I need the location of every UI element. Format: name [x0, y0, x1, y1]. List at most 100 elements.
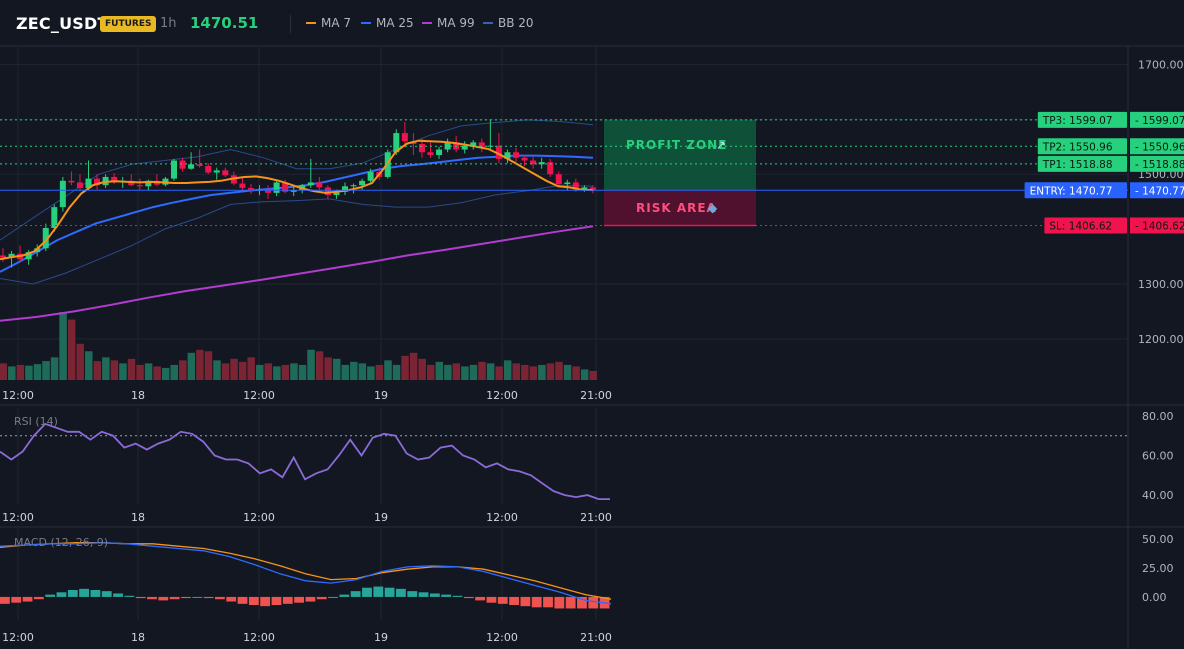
- candle-body: [247, 187, 254, 191]
- level-tag: [1037, 138, 1127, 155]
- volume-bar: [307, 349, 315, 380]
- candle-body: [8, 253, 15, 258]
- rsi-y-tick-label: 80.00: [1142, 410, 1174, 423]
- y-tick-label: 1300.00: [1138, 278, 1184, 291]
- x-tick-label: 12:00: [486, 631, 518, 644]
- level-axis-label: - 1599.07: [1135, 115, 1184, 127]
- legend-swatch-bb20: [483, 22, 493, 24]
- volume-bar: [572, 366, 580, 380]
- volume-bar: [367, 366, 375, 380]
- macd-histogram-bar: [101, 591, 112, 597]
- macd-y-tick-label: 25.00: [1142, 562, 1174, 575]
- timeframe-label[interactable]: 1h: [160, 16, 177, 31]
- risk-area-label: RISK AREA: [636, 201, 717, 215]
- macd-histogram-bar: [554, 596, 565, 609]
- macd-histogram-bar: [11, 596, 22, 603]
- candle-body: [444, 142, 451, 150]
- macd-histogram-bar: [214, 596, 225, 600]
- level-axis-tag: [1130, 182, 1184, 199]
- rocket-icon: ↗: [716, 138, 726, 152]
- profit-zone-label: PROFIT ZONE: [626, 138, 727, 152]
- macd-histogram-bar: [463, 596, 474, 599]
- volume-bar: [444, 364, 452, 380]
- macd-histogram-bar: [181, 596, 191, 599]
- volume-bar: [161, 367, 170, 380]
- candle-body: [564, 182, 571, 185]
- legend-label-ma99: MA 99: [437, 16, 475, 30]
- candle-body: [307, 182, 314, 186]
- symbol-title[interactable]: ZEC_USDT: [16, 14, 109, 33]
- macd-histogram-bar: [486, 596, 497, 603]
- level-axis-label: - 1550.96: [1135, 141, 1184, 153]
- level-axis-tag: [1130, 217, 1184, 234]
- candle-body: [513, 152, 519, 158]
- profit-zone: [604, 119, 756, 191]
- macd-histogram-bar: [577, 596, 587, 609]
- x-tick-label: 12:00: [243, 389, 275, 402]
- candle-body: [25, 252, 32, 260]
- volume-bar: [392, 364, 401, 380]
- macd-histogram-bar: [124, 595, 135, 597]
- volume-bar: [230, 358, 238, 380]
- volume-bar: [238, 361, 247, 380]
- macd-histogram-bar: [339, 594, 350, 597]
- volume-bar: [418, 358, 426, 380]
- macd-histogram-bar: [509, 596, 519, 605]
- volume-bar: [204, 351, 213, 380]
- legend-ma99[interactable]: MA 99: [422, 16, 475, 30]
- volume-bar: [315, 351, 324, 380]
- candle-body: [59, 180, 66, 208]
- rsi-line: [0, 422, 610, 501]
- volume-bar: [42, 361, 50, 380]
- legend-ma7[interactable]: MA 7: [306, 16, 351, 30]
- volume-bar: [33, 364, 42, 380]
- level-tag-label: SL: 1406.62: [1049, 220, 1112, 232]
- macd-histogram-bar: [192, 596, 203, 598]
- candle-body: [359, 180, 366, 186]
- x-tick-label: 12:00: [486, 511, 518, 524]
- candle-body: [504, 152, 511, 159]
- y-tick-label: 1700.00: [1138, 58, 1184, 71]
- candle-body: [478, 142, 485, 147]
- volume-bar: [529, 366, 538, 380]
- volume-bar: [8, 366, 16, 380]
- candle-body: [136, 185, 143, 187]
- candle-body: [85, 178, 92, 188]
- x-tick-label: 21:00: [580, 511, 612, 524]
- x-tick-label: 18: [131, 631, 145, 644]
- macd-histogram-bar: [0, 596, 10, 604]
- candle-body: [222, 170, 229, 176]
- volume-bar: [589, 370, 597, 380]
- volume-bar: [375, 364, 384, 380]
- volume-bar: [495, 366, 503, 380]
- candle-body: [367, 172, 374, 181]
- macd-histogram-bar: [203, 596, 214, 599]
- volume-bar: [76, 343, 84, 380]
- macd-histogram-bar: [350, 591, 361, 597]
- x-tick-label: 19: [374, 511, 388, 524]
- macd-histogram-bar: [169, 596, 180, 600]
- candle-body: [68, 180, 75, 183]
- volume-bar: [93, 361, 102, 380]
- volume-bar: [478, 361, 486, 380]
- rsi-y-tick-label: 60.00: [1142, 450, 1174, 463]
- volume-bar: [196, 349, 204, 380]
- legend-ma25[interactable]: MA 25: [361, 16, 414, 30]
- macd-histogram-bar: [543, 596, 553, 608]
- candle-body: [555, 174, 562, 185]
- macd-histogram-bar: [79, 588, 90, 597]
- volume-bar: [16, 364, 25, 380]
- level-tag: [1024, 182, 1127, 199]
- volume-bar: [50, 357, 59, 380]
- candle-body: [427, 152, 434, 156]
- volume-bar: [273, 366, 281, 380]
- volume-bar: [281, 364, 290, 380]
- volume-bar: [503, 360, 512, 380]
- rsi-title: RSI (14): [14, 415, 58, 428]
- candle-body: [188, 164, 195, 169]
- legend-bb20[interactable]: BB 20: [483, 16, 534, 30]
- macd-histogram-bar: [113, 593, 123, 597]
- level-tag-label: TP3: 1599.07: [1042, 115, 1113, 127]
- macd-histogram-bar: [45, 594, 56, 597]
